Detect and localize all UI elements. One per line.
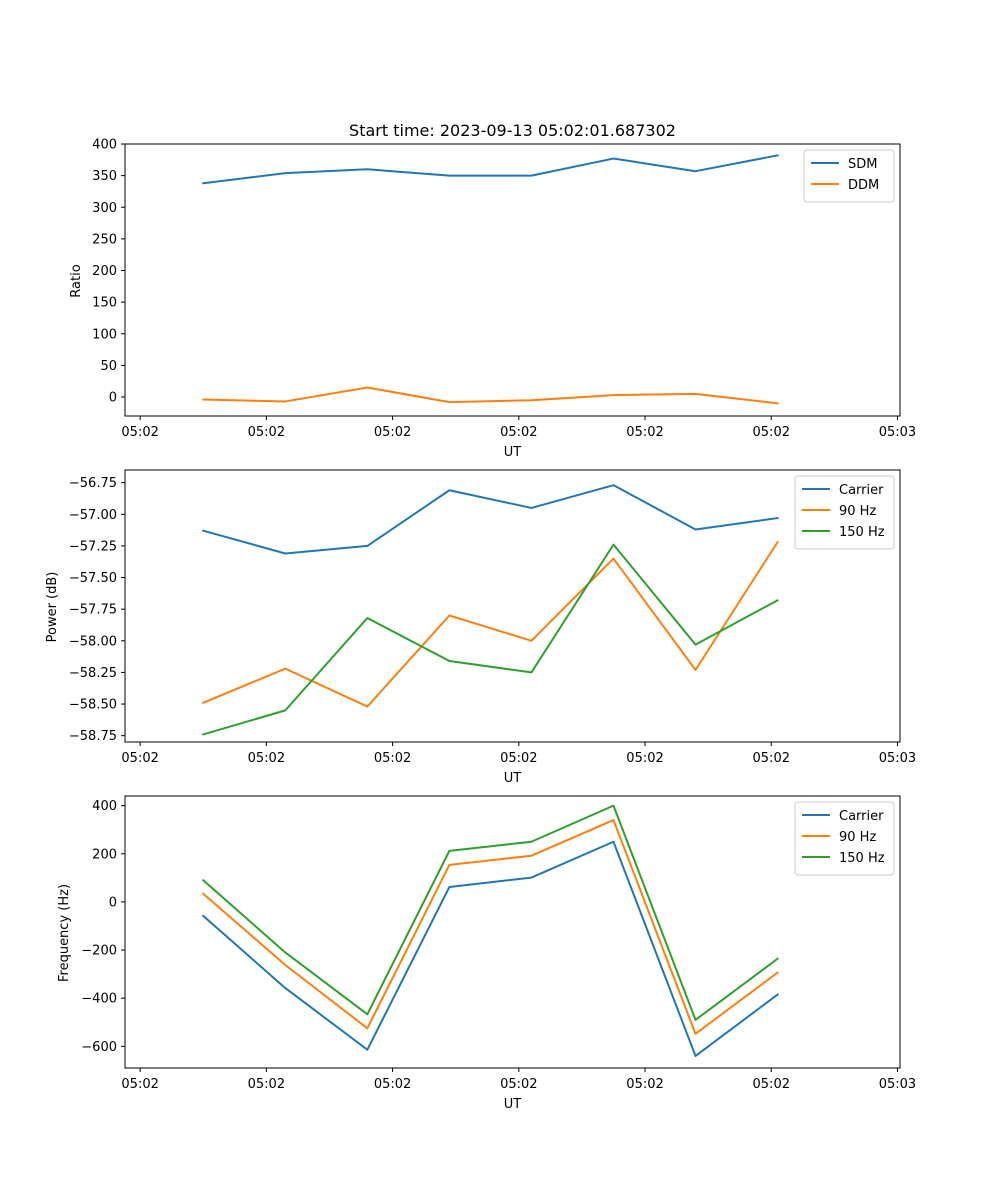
ratio-x-tick-label: 05:02 [121,425,158,440]
power-x-tick-label: 05:02 [500,751,537,766]
frequency-x-tick-label: 05:02 [500,1077,537,1092]
power-y-tick-label: −58.00 [69,634,117,649]
frequency-x-axis-label: UT [504,1097,522,1112]
ratio-y-axis-label: Ratio [69,264,84,297]
power-x-tick-label: 05:02 [753,751,790,766]
frequency-x-tick-label: 05:02 [121,1077,158,1092]
frequency-series-150-hz-line [201,804,779,1021]
ratio-legend: SDM DDM [803,149,895,203]
ratio-y-tick-label: 0 [109,391,117,406]
ratio-y-tick-label: 300 [92,201,117,216]
power-x-axis-label: UT [504,771,522,786]
frequency-series-carrier-line [201,840,779,1057]
power-y-tick-label: −56.75 [69,476,117,491]
power-y-tick-label: −58.75 [69,729,117,744]
ratio-y-tick-label: 250 [92,232,117,247]
power-plot-area: 05:02 05:02 05:02 05:02 05:02 05:02 05:03 −58.7… [69,469,916,766]
power-axes-frame [124,469,901,743]
ratio-x-tick-label: 05:02 [753,425,790,440]
ratio-plot-area: 05:02 05:02 05:02 05:02 05:02 05:02 05:03 0 50 10… [92,138,916,441]
power-panel: 05:02 05:02 05:02 05:02 05:02 05:02 05:03 −58.7… [45,469,916,786]
ratio-x-tick-label: 05:02 [500,425,537,440]
power-x-tick-label: 05:03 [879,751,916,766]
frequency-y-tick-label: 200 [92,847,117,862]
ratio-y-tick-label: 150 [92,296,117,311]
ratio-y-tick-label: 400 [92,138,117,153]
power-legend-label-90-hz: 90 Hz [839,504,876,519]
frequency-y-axis-label: Frequency (Hz) [57,884,72,982]
chart-title: Start time: 2023-09-13 05:02:01.687302 [349,121,676,140]
frequency-series-90-hz-line [201,819,779,1035]
power-legend-label-carrier: Carrier [839,483,884,498]
frequency-x-tick-label: 05:02 [248,1077,285,1092]
power-y-tick-label: −58.25 [69,666,117,681]
power-legend: Carrier 90 Hz 150 Hz [794,475,895,550]
ratio-y-tick-label: 100 [92,327,117,342]
power-x-tick-label: 05:02 [248,751,285,766]
frequency-x-tick-label: 05:02 [374,1077,411,1092]
frequency-legend: Carrier 90 Hz 150 Hz [794,801,895,876]
ratio-y-tick-label: 200 [92,264,117,279]
ratio-panel: Start time: 2023-09-13 05:02:01.687302 0… [69,121,916,460]
ratio-series-ddm-line [202,386,779,405]
ratio-y-tick-label: 350 [92,169,117,184]
ratio-legend-label-ddm: DDM [848,178,879,193]
power-x-tick-label: 05:02 [374,751,411,766]
power-series-carrier-line [202,484,779,555]
ratio-legend-label-sdm: SDM [848,157,877,172]
power-y-tick-label: −57.50 [69,571,117,586]
frequency-x-tick-label: 05:02 [753,1077,790,1092]
power-y-axis-label: Power (dB) [45,572,60,643]
power-legend-label-150-hz: 150 Hz [839,525,885,540]
frequency-x-tick-label: 05:03 [879,1077,916,1092]
frequency-legend-label-90-hz: 90 Hz [839,830,876,845]
power-x-tick-label: 05:02 [121,751,158,766]
power-series-90-hz-line [201,540,779,708]
power-y-tick-label: −57.25 [69,539,117,554]
frequency-x-tick-label: 05:02 [626,1077,663,1092]
frequency-axes-frame [124,795,901,1069]
frequency-panel: 05:02 05:02 05:02 05:02 05:02 05:02 05:03 −600 −… [57,795,916,1112]
frequency-legend-label-carrier: Carrier [839,809,884,824]
ratio-x-tick-label: 05:03 [879,425,916,440]
ratio-series-sdm-line [202,154,779,185]
frequency-legend-label-150-hz: 150 Hz [839,851,885,866]
power-y-tick-label: −58.50 [69,698,117,713]
ratio-x-axis-label: UT [504,445,522,460]
ratio-axes-frame [124,143,901,417]
frequency-plot-area: 05:02 05:02 05:02 05:02 05:02 05:02 05:03 −600 −… [81,795,916,1092]
ratio-y-tick-label: 50 [100,359,117,374]
frequency-y-tick-label: −200 [81,944,117,959]
power-x-tick-label: 05:02 [626,751,663,766]
frequency-y-tick-label: 0 [109,895,117,910]
power-y-tick-label: −57.75 [69,603,117,618]
frequency-y-tick-label: −600 [81,1040,117,1055]
ratio-x-tick-label: 05:02 [626,425,663,440]
frequency-y-tick-label: 400 [92,799,117,814]
power-y-tick-label: −57.00 [69,508,117,523]
power-series-150-hz-line [202,543,779,736]
ratio-x-tick-label: 05:02 [374,425,411,440]
frequency-y-tick-label: −400 [81,992,117,1007]
ratio-x-tick-label: 05:02 [248,425,285,440]
